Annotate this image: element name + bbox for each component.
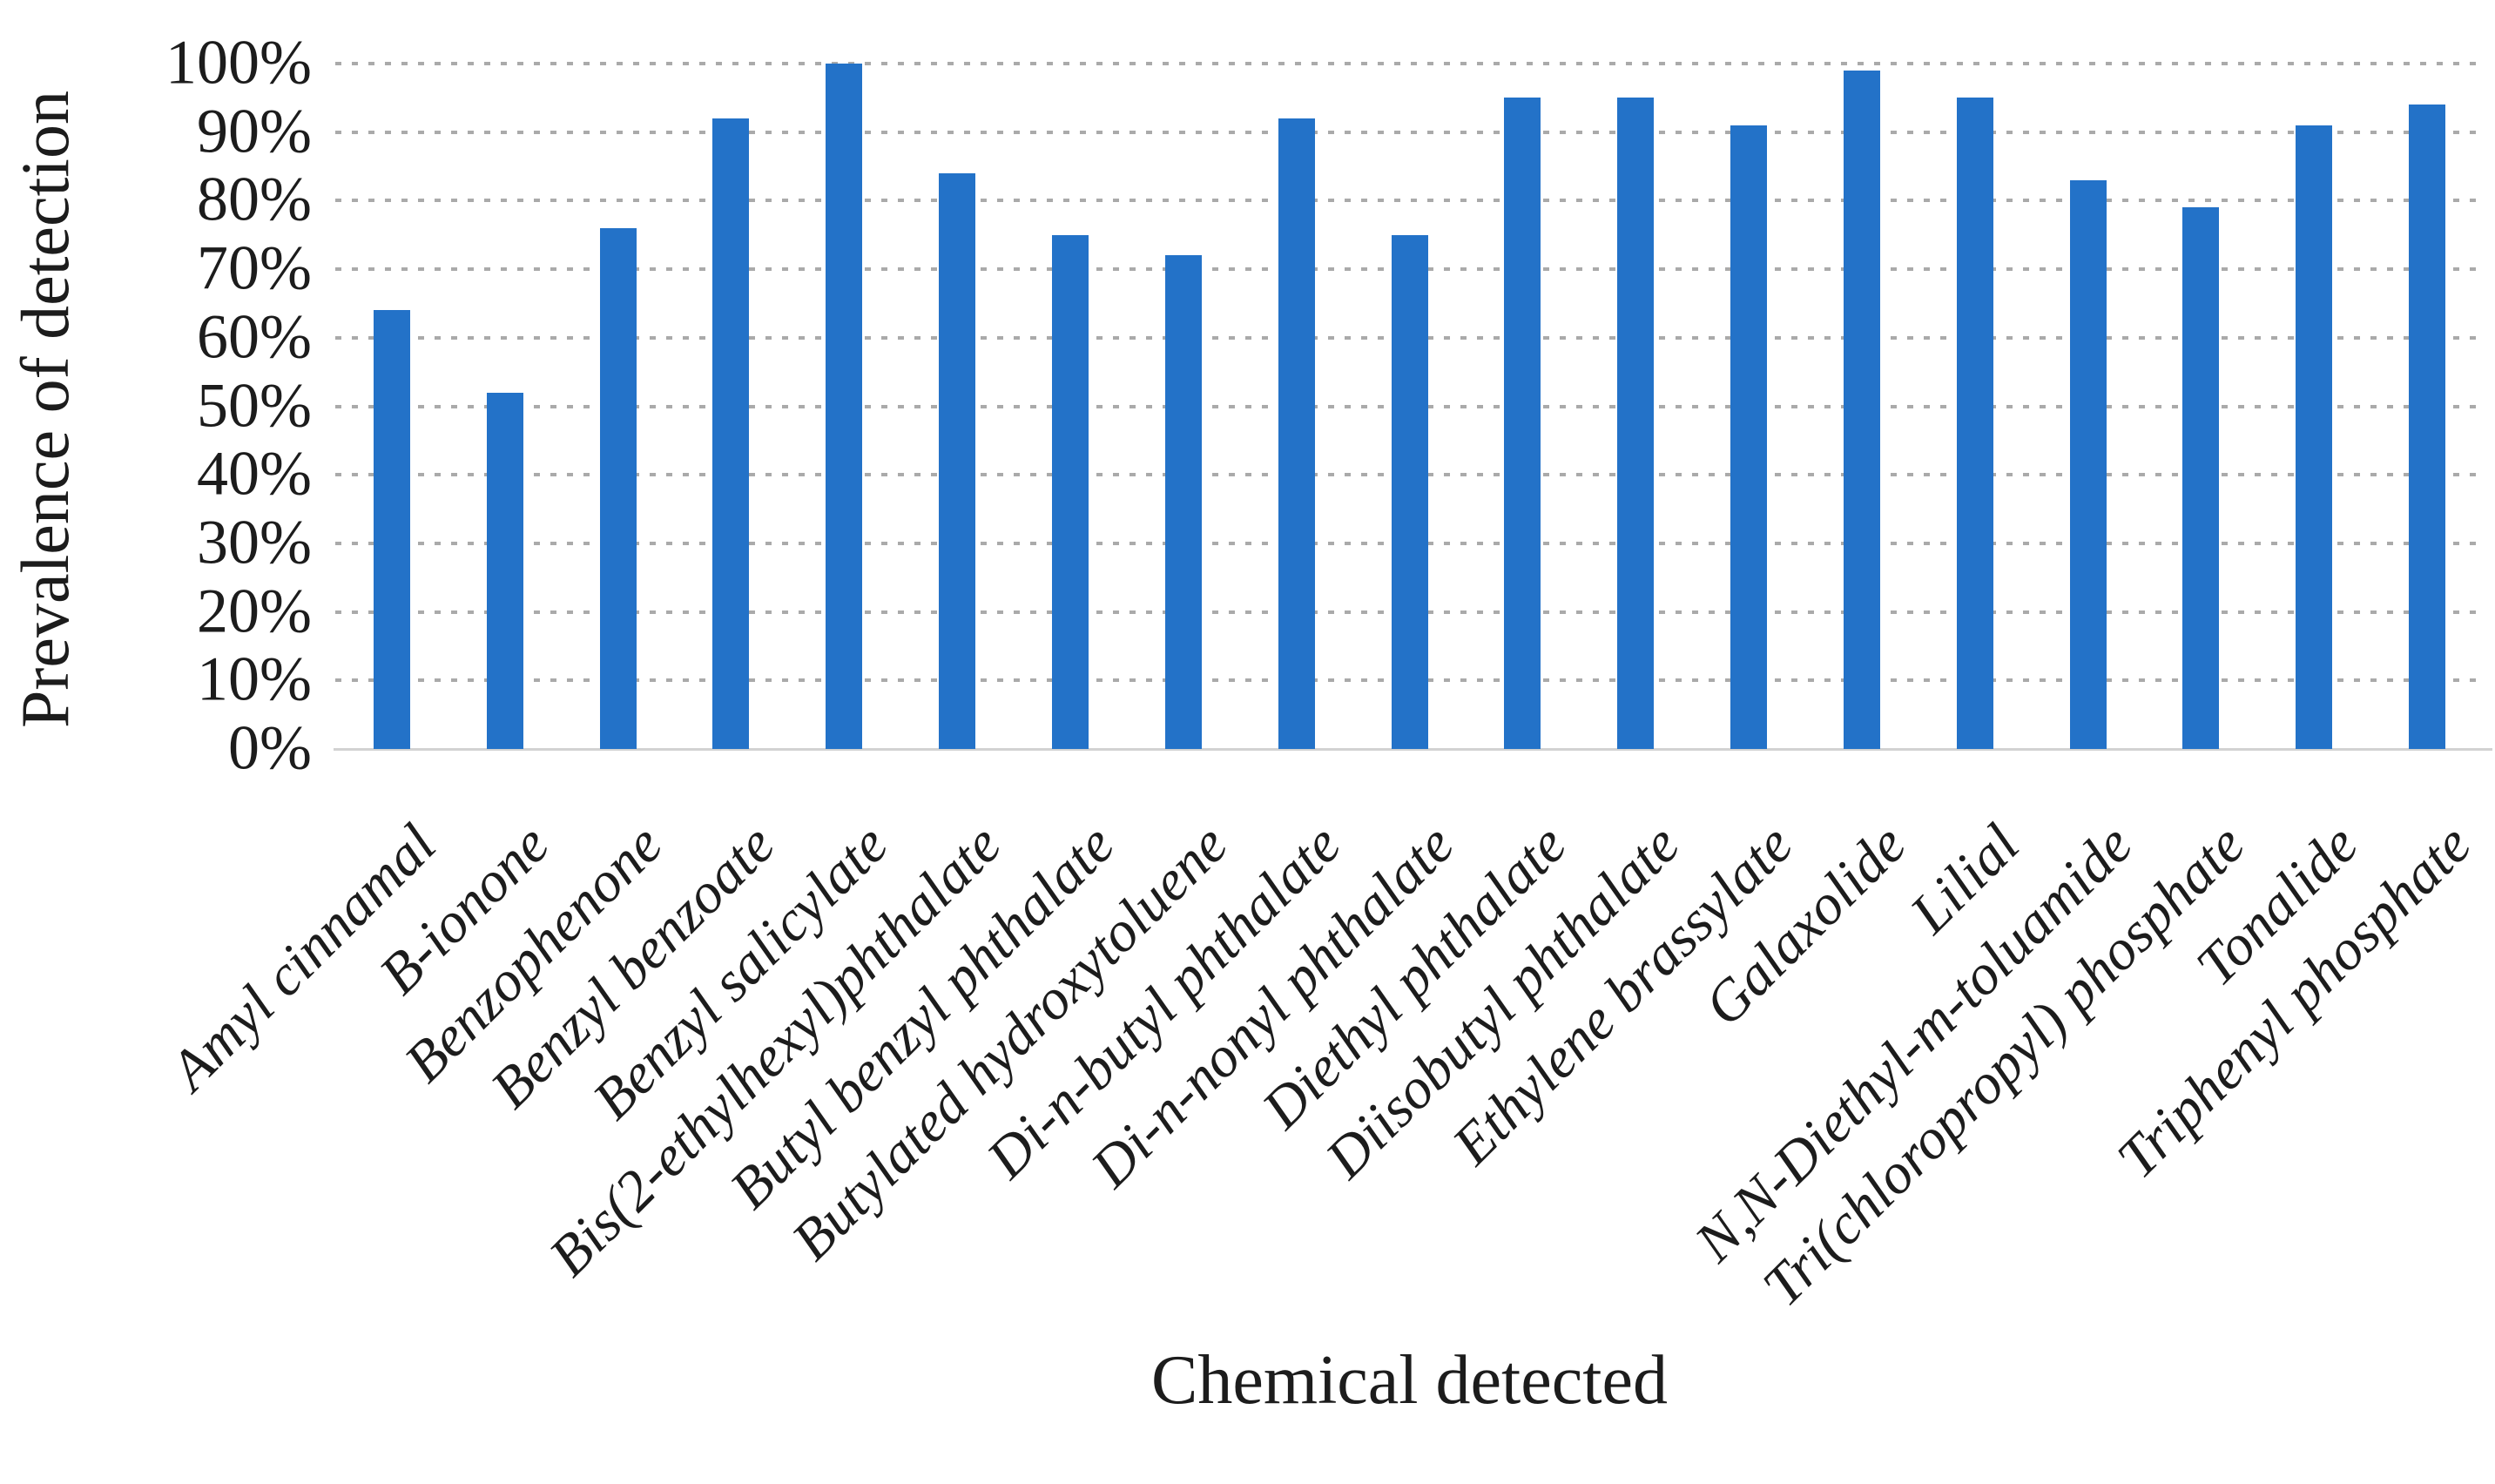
y-tick-label: 10% bbox=[197, 644, 312, 714]
x-axis-title: Chemical detected bbox=[1150, 1342, 1669, 1419]
bar bbox=[1051, 234, 1089, 749]
x-axis-line bbox=[334, 748, 2492, 751]
bar bbox=[939, 172, 976, 749]
y-tick-label: 40% bbox=[197, 438, 312, 509]
y-tick-label: 60% bbox=[197, 301, 312, 372]
bar bbox=[1504, 98, 1541, 749]
bar bbox=[599, 227, 637, 749]
y-axis-ticks: 0% 10% 20% 30% 40% 50% 60% 70% 80% 90% 100% bbox=[0, 31, 312, 779]
bar bbox=[1956, 98, 1993, 749]
bar bbox=[1843, 70, 1880, 749]
bar bbox=[2069, 179, 2107, 749]
bar bbox=[1617, 98, 1655, 749]
gridline bbox=[335, 62, 2484, 65]
bar bbox=[1164, 255, 1202, 749]
gridline bbox=[335, 199, 2484, 203]
y-tick-label: 50% bbox=[197, 370, 312, 441]
y-tick-label: 80% bbox=[197, 164, 312, 234]
bar bbox=[2182, 207, 2220, 749]
bar bbox=[373, 310, 410, 749]
bar bbox=[1278, 118, 1315, 749]
plot-area bbox=[334, 62, 2492, 751]
bar bbox=[486, 392, 523, 749]
y-tick-label: 30% bbox=[197, 507, 312, 577]
bar bbox=[2296, 125, 2333, 749]
y-tick-label: 20% bbox=[197, 576, 312, 646]
bar bbox=[1391, 234, 1428, 749]
y-tick-label: 100% bbox=[165, 27, 312, 98]
gridline bbox=[335, 130, 2484, 134]
bar bbox=[2409, 105, 2446, 749]
bar bbox=[826, 64, 863, 749]
y-tick-label: 70% bbox=[197, 233, 312, 303]
bar bbox=[712, 118, 750, 749]
y-tick-label: 0% bbox=[228, 712, 312, 783]
bar bbox=[1730, 125, 1768, 749]
y-tick-label: 90% bbox=[197, 96, 312, 166]
